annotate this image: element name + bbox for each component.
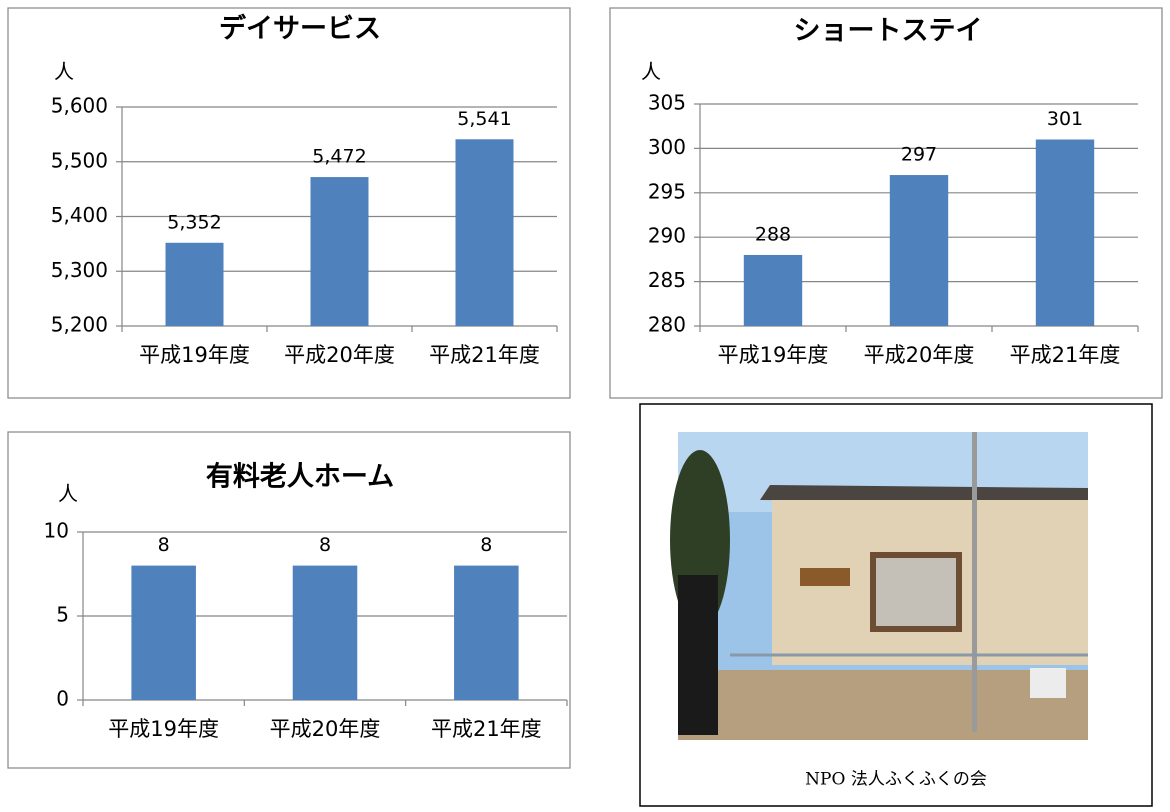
bar [165,242,224,326]
value-label: 5,352 [167,211,221,233]
roof [760,485,1088,502]
chart-title: ショートステイ [794,16,983,47]
x-tick-label: 平成19年度 [718,343,829,367]
bar [310,177,369,326]
bar [454,565,519,700]
y-axis-unit: 人 [58,482,78,506]
y-tick-label: 5 [56,603,69,627]
x-tick-label: 平成20年度 [270,717,381,741]
photo-caption: NPO 法人ふくふくの会 [805,770,987,790]
sign [800,568,850,586]
ground [678,670,1088,740]
bar [889,175,949,326]
y-tick-label: 0 [56,687,69,711]
chart-title: 有料老人ホーム [206,462,394,493]
x-tick-label: 平成19年度 [139,343,250,367]
window-glass [876,558,956,626]
ac-unit [1030,668,1066,698]
y-tick-label: 5,600 [51,94,108,118]
y-tick-label: 5,200 [51,313,108,337]
bar [131,565,196,700]
y-tick-label: 290 [648,224,686,248]
value-label: 288 [755,223,791,245]
y-tick-label: 280 [648,313,686,337]
person [678,575,718,735]
y-tick-label: 5,500 [51,148,108,172]
bar [292,565,358,700]
bar [1035,139,1095,326]
y-tick-label: 285 [648,268,686,292]
x-tick-label: 平成20年度 [864,343,975,367]
x-tick-label: 平成21年度 [429,343,540,367]
value-label: 5,472 [312,146,366,168]
y-tick-label: 5,300 [51,258,108,282]
value-label: 297 [901,144,937,166]
y-tick-label: 305 [648,91,686,115]
y-tick-label: 300 [648,135,686,159]
chart-title: デイサービス [219,13,381,45]
y-tick-label: 10 [44,519,69,543]
x-tick-label: 平成21年度 [1010,343,1121,367]
photo-panel: NPO 法人ふくふくの会 [639,403,1153,807]
bar [455,139,514,326]
y-tick-label: 295 [648,179,686,203]
bar [743,254,803,326]
value-label: 8 [158,534,170,556]
value-label: 8 [480,534,492,556]
x-tick-label: 平成19年度 [108,717,219,741]
x-tick-label: 平成21年度 [431,717,542,741]
y-axis-unit: 人 [54,60,74,84]
y-axis-unit: 人 [641,60,661,84]
value-label: 301 [1047,108,1083,130]
x-tick-label: 平成20年度 [284,343,395,367]
value-label: 5,541 [457,108,511,130]
y-tick-label: 5,400 [51,203,108,227]
pole [972,432,977,732]
value-label: 8 [319,534,331,556]
